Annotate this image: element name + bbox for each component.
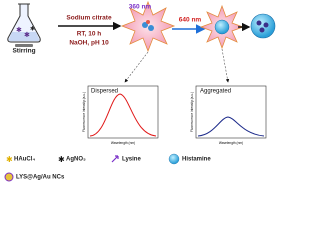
legend-label: Histamine (182, 157, 211, 163)
decoration (89, 93, 157, 137)
plot-label: Dispersed (91, 89, 118, 95)
x-axis-label: Wavelength (nm) (111, 141, 135, 145)
reagent-label: Sodium citrate (66, 15, 112, 22)
decoration (148, 25, 154, 31)
decoration (195, 85, 267, 139)
flask: ✱ ✱ ✱ (7, 3, 41, 47)
x-axis-label: Wavelength (nm) (219, 141, 243, 145)
decoration (124, 51, 149, 83)
legend-icon (4, 172, 14, 182)
decoration: ✱ (30, 26, 35, 33)
legend-label: Lysine (122, 157, 141, 163)
legend-icon: ✱ (6, 155, 13, 164)
y-axis-label: Fluorescence intensity (a.u.) (190, 92, 194, 132)
y-axis-label: Fluorescence intensity (a.u.) (82, 92, 86, 132)
decoration (142, 22, 148, 28)
condition-label: RT, 10 h (77, 31, 102, 38)
decoration (197, 116, 265, 137)
decoration (221, 48, 230, 83)
decoration (8, 32, 40, 41)
condition-label: NaOH, pH 10 (69, 40, 109, 47)
decoration: ✱ (16, 26, 22, 34)
dispersed-plot (87, 85, 159, 139)
decoration (259, 27, 265, 33)
legend-label: HAuCl₄ (14, 157, 35, 163)
aggregated-plot (195, 85, 267, 139)
decoration (256, 20, 262, 26)
stirring-label: Stirring (12, 48, 35, 55)
aggregate (250, 13, 276, 39)
decoration (263, 22, 269, 28)
decoration (15, 44, 33, 47)
decoration (146, 20, 150, 24)
graphical-abstract: ✱ ✱ ✱ Stirring Sodium citrate RT, 10 h N… (4, 0, 276, 182)
legend-icon: ✱ (58, 155, 65, 164)
legend-icon (168, 153, 180, 165)
excitation-burst (120, 0, 176, 53)
legend-label: LYS@Ag/Au NCs (16, 175, 65, 181)
emission-label: 640 nm (179, 17, 202, 24)
legend-label: AgNO₃ (66, 157, 86, 163)
plot-label: Aggregated (200, 89, 231, 95)
legend-icon (111, 155, 119, 163)
excitation-label: 360 nm (129, 4, 152, 11)
decoration: ✱ (24, 31, 30, 39)
decoration (214, 19, 230, 35)
